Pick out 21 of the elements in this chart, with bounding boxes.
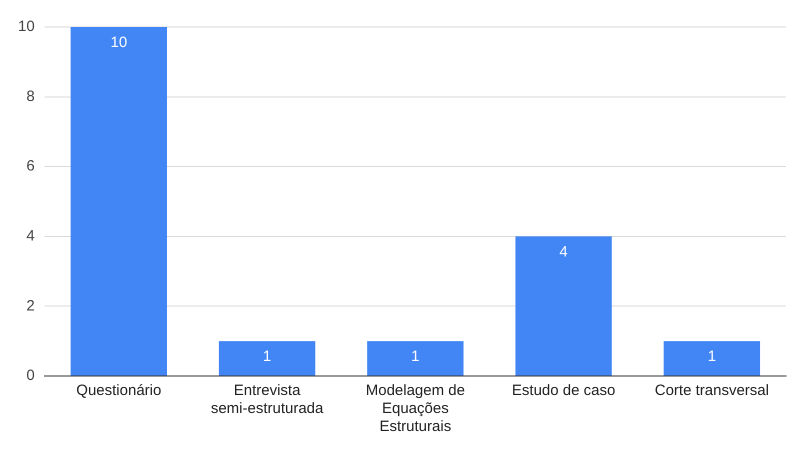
y-tick-label: 6 [26,158,35,175]
x-tick-label: Estudo de caso [512,382,616,400]
data-label: 10 [110,34,128,52]
y-tick-label: 8 [26,88,35,105]
x-tick-label: Questionário [76,382,162,400]
bar [70,27,167,376]
data-label: 1 [411,348,420,366]
bar [515,236,612,376]
bar [367,341,464,376]
y-tick-label: 10 [18,18,35,36]
y-tick-label: 4 [26,228,35,245]
data-label: 1 [262,348,272,366]
bar [218,341,316,376]
x-tick-label: Corte transversal [654,382,769,400]
y-tick-label: 2 [26,297,35,314]
bar [664,341,760,376]
data-label: 1 [708,348,716,366]
x-tick-label: Entrevista semi-estruturada [210,382,324,418]
data-label: 4 [559,244,568,261]
y-tick-label: 0 [26,367,35,384]
x-tick-label: Modelagem de Equações Estruturais [366,382,465,436]
